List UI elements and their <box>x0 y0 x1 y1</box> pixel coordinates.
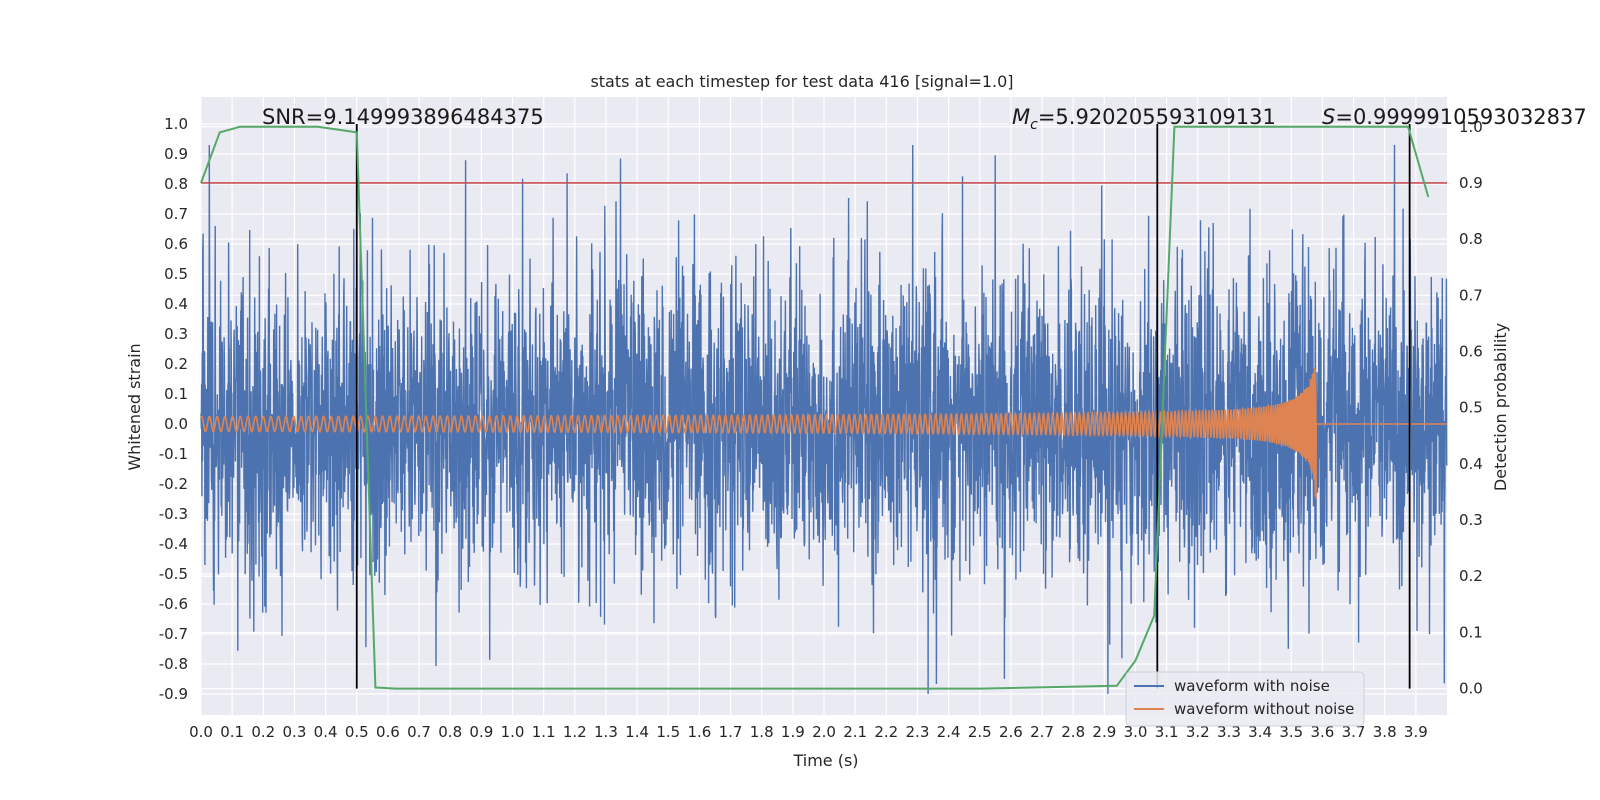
x-tick-label: 2.7 <box>1030 723 1054 741</box>
chirp-mass-value: =5.920205593109131 <box>1038 105 1276 129</box>
series-waveform-without-noise <box>200 367 1447 499</box>
y2-tick-label: 0.5 <box>1459 399 1483 417</box>
probability-trace <box>200 125 1430 690</box>
x-tick-label: 1.5 <box>656 723 680 741</box>
y-tick-label: -0.9 <box>159 685 188 703</box>
y2-tick-label: 0.9 <box>1459 174 1483 192</box>
y2-tick-label: 0.4 <box>1459 455 1483 473</box>
legend-label-noise: waveform with noise <box>1174 677 1330 695</box>
x-tick-label: 2.6 <box>999 723 1023 741</box>
x-tick-label: 0.1 <box>220 723 244 741</box>
y-tick-label: 0.7 <box>164 205 188 223</box>
chirp-mass-subscript: c <box>1030 117 1038 133</box>
noise-trace <box>200 144 1448 695</box>
x-tick-label: 2.2 <box>874 723 898 741</box>
s-annotation: S=0.9999910593032837 <box>1322 105 1587 129</box>
x-tick-label: 1.3 <box>594 723 618 741</box>
y2-tick-label: 0.8 <box>1459 230 1483 248</box>
x-tick-label: 3.3 <box>1217 723 1241 741</box>
x-tick-label: 1.2 <box>563 723 587 741</box>
x-axis-label: Time (s) <box>792 751 858 770</box>
x-tick-label: 1.1 <box>532 723 556 741</box>
x-tick-label: 2.5 <box>968 723 992 741</box>
x-tick-label: 2.9 <box>1092 723 1116 741</box>
vertical-markers <box>355 124 1411 689</box>
x-tick-label: 0.5 <box>345 723 369 741</box>
x-tick-label: 2.0 <box>812 723 836 741</box>
x-tick-label: 3.5 <box>1279 723 1303 741</box>
y-tick-label: -0.8 <box>159 655 188 673</box>
x-tick-labels: 0.0 0.1 0.2 0.3 0.4 0.5 0.6 0.7 0.8 0.9 1.0 1.1 1.2 1… <box>189 723 1428 741</box>
x-tick-label: 0.8 <box>438 723 462 741</box>
x-tick-label: 3.2 <box>1186 723 1210 741</box>
y-tick-labels: 1.0 0.9 0.8 0.7 0.6 0.5 0.4 0.3 0.2 0.1 0.0 -0.1 -0.… <box>159 115 188 703</box>
y-tick-label: 1.0 <box>164 115 188 133</box>
y-tick-label: -0.7 <box>159 625 188 643</box>
x-tick-label: 0.2 <box>251 723 275 741</box>
y-tick-label: -0.6 <box>159 595 188 613</box>
y2-tick-label: 0.0 <box>1459 680 1483 698</box>
y-tick-label: -0.1 <box>159 445 188 463</box>
y-tick-label: 0.1 <box>164 385 188 403</box>
legend-box <box>1125 671 1365 727</box>
s-value: =0.9999910593032837 <box>1335 105 1586 129</box>
series-detection-probability <box>200 125 1430 690</box>
y-tick-label: 0.5 <box>164 265 188 283</box>
y-tick-label: 0.9 <box>164 145 188 163</box>
y-tick-label: -0.5 <box>159 565 188 583</box>
legend: waveform with noise waveform without noi… <box>1125 671 1365 727</box>
y2-tick-label: 0.7 <box>1459 286 1483 304</box>
x-tick-label: 1.8 <box>750 723 774 741</box>
x-tick-label: 1.9 <box>781 723 805 741</box>
y-tick-label: 0.4 <box>164 295 188 313</box>
chirp-trace <box>200 367 1447 499</box>
snr-annotation: SNR=9.149993896484375 <box>262 105 544 129</box>
legend-label-clean: waveform without noise <box>1174 700 1354 718</box>
x-tick-label: 3.4 <box>1248 723 1272 741</box>
y-tick-label: -0.4 <box>159 535 188 553</box>
x-tick-label: 1.6 <box>687 723 711 741</box>
x-tick-label: 3.9 <box>1404 723 1428 741</box>
x-tick-label: 2.8 <box>1061 723 1085 741</box>
x-tick-label: 3.0 <box>1124 723 1148 741</box>
x-tick-label: 1.4 <box>625 723 649 741</box>
x-tick-label: 0.6 <box>376 723 400 741</box>
y-tick-label: -0.3 <box>159 505 188 523</box>
y2-tick-label: 0.2 <box>1459 567 1483 585</box>
s-symbol: S <box>1322 105 1335 129</box>
x-tick-label: 0.3 <box>283 723 307 741</box>
x-tick-label: 3.8 <box>1373 723 1397 741</box>
x-tick-label: 2.3 <box>906 723 930 741</box>
y2-tick-label: 1.0 <box>1459 118 1483 136</box>
x-tick-label: 0.7 <box>407 723 431 741</box>
y-tick-label: 0.2 <box>164 355 188 373</box>
y-tick-label: 0.6 <box>164 235 188 253</box>
y-axis-label: Whitened strain <box>125 343 144 470</box>
x-tick-label: 3.6 <box>1310 723 1334 741</box>
y2-tick-labels: 1.0 0.9 0.8 0.7 0.6 0.5 0.4 0.3 0.2 0.1 0.0 <box>1459 118 1483 698</box>
chirp-mass-annotation: Mc=5.920205593109131 <box>1012 105 1276 133</box>
y2-tick-label: 0.1 <box>1459 623 1483 641</box>
y2-axis-label: Detection probability <box>1491 323 1510 491</box>
x-tick-label: 3.7 <box>1342 723 1366 741</box>
series-waveform-with-noise <box>200 144 1448 695</box>
y-tick-label: 0.8 <box>164 175 188 193</box>
y2-tick-label: 0.3 <box>1459 511 1483 529</box>
x-tick-label: 0.9 <box>469 723 493 741</box>
x-tick-label: 0.4 <box>314 723 338 741</box>
y-tick-label: 0.0 <box>164 415 188 433</box>
chirp-mass-symbol: M <box>1012 105 1030 129</box>
y-tick-label: -0.2 <box>159 475 188 493</box>
y2-tick-label: 0.6 <box>1459 343 1483 361</box>
x-tick-label: 2.1 <box>843 723 867 741</box>
x-tick-label: 1.0 <box>501 723 525 741</box>
x-tick-label: 0.0 <box>189 723 213 741</box>
chart-title: stats at each timestep for test data 416… <box>590 72 1013 91</box>
x-tick-label: 1.7 <box>719 723 743 741</box>
x-tick-label: 3.1 <box>1155 723 1179 741</box>
y-tick-label: 0.3 <box>164 325 188 343</box>
x-tick-label: 2.4 <box>937 723 961 741</box>
